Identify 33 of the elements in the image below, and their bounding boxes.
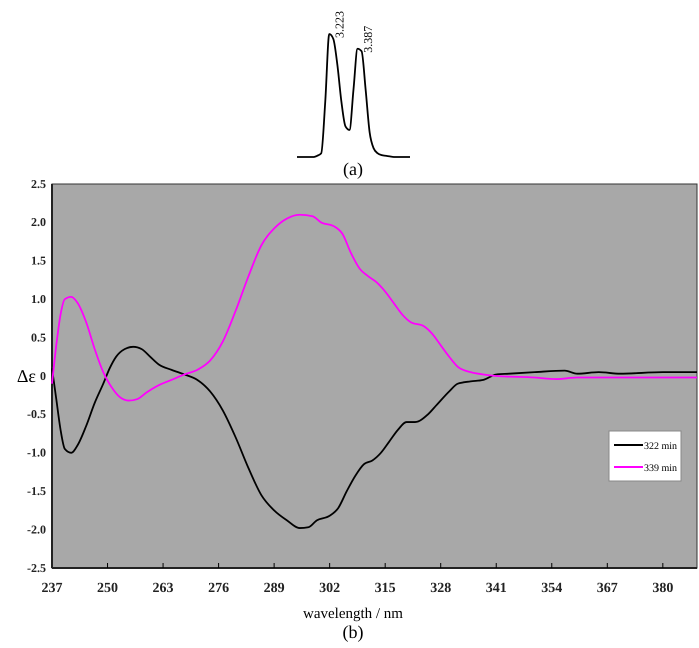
y-tick-label: -2.0 [27,522,46,536]
y-axis-title: Δε [16,366,36,386]
x-tick-label: 354 [541,580,562,596]
x-tick-label: 302 [319,580,340,596]
y-tick-label: -2.5 [27,560,46,575]
x-tick-label: 341 [486,580,507,596]
x-tick-label: 289 [264,580,285,596]
y-tick-label: 0 [40,368,46,383]
y-tick-label: 1.0 [31,292,46,306]
x-tick-label: 237 [42,580,62,596]
x-axis-title: wavelength / nm [303,606,404,622]
legend-label: 339 min [644,463,678,474]
y-tick-label: 0.5 [31,330,46,344]
x-tick-label: 276 [208,580,230,596]
y-tick-label: 1.5 [31,254,46,268]
x-tick-label: 250 [97,580,118,596]
y-tick-label: 2.5 [31,176,46,191]
y-tick-label: -1.0 [27,446,46,460]
x-tick-label: 380 [652,580,674,596]
annotation: 3.223 [332,11,347,38]
x-tick-label: 263 [152,580,174,596]
x-tick-label: 315 [374,580,396,596]
x-axis-title: (a) [343,159,363,179]
legend-label: 322 min [644,441,678,452]
x-tick-label: 367 [596,580,618,596]
x-tick-label: 328 [430,580,452,596]
y-tick-label: -0.5 [27,407,46,422]
y-tick-label: 2.0 [31,215,46,230]
text: (b) [342,622,364,642]
annotation: 3.387 [360,26,375,53]
line-series [51,346,698,529]
y-tick-label: -1.5 [27,484,46,498]
line-series [51,214,698,402]
